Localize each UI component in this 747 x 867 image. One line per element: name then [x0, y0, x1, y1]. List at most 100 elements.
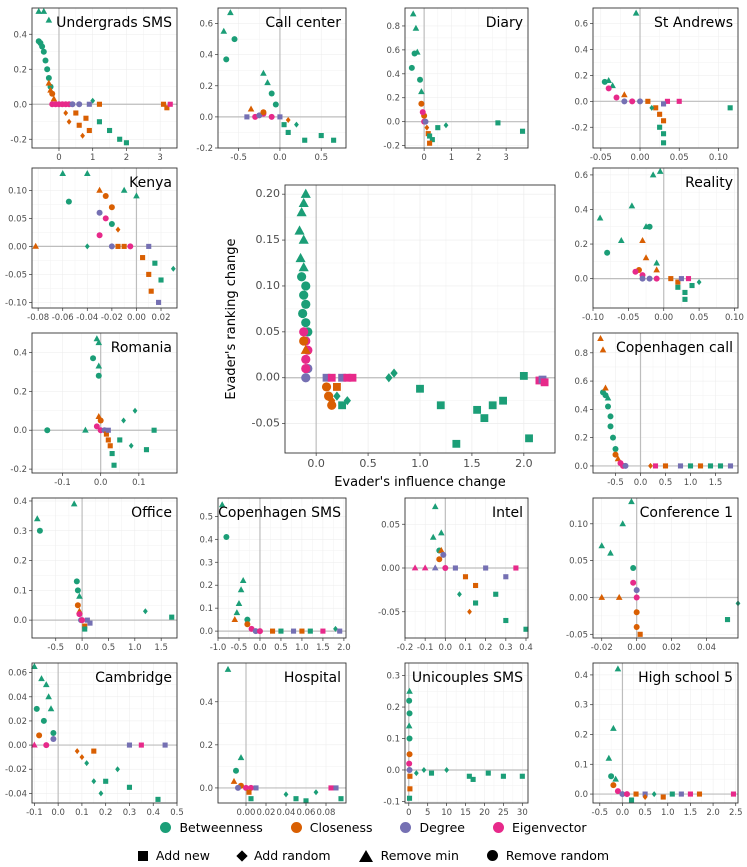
y-tick-label: -0.04	[5, 789, 27, 799]
data-point	[660, 101, 667, 107]
data-point	[36, 527, 43, 534]
data-point	[243, 784, 249, 791]
data-point	[79, 617, 86, 624]
y-tick-label: 0.2	[13, 387, 27, 397]
x-tick-label: 0.5	[170, 808, 184, 818]
data-point	[285, 117, 291, 123]
data-point	[473, 405, 482, 414]
data-point	[285, 129, 291, 135]
data-point	[301, 281, 311, 291]
data-point	[244, 114, 250, 120]
data-point	[427, 133, 433, 139]
panel-border	[217, 497, 347, 639]
x-tick-label: 0.00	[237, 808, 256, 818]
data-point	[333, 383, 341, 391]
y-tick-label: 0.8	[386, 22, 400, 32]
data-point	[639, 236, 646, 243]
data-point	[301, 318, 311, 328]
data-point	[682, 289, 688, 295]
data-point	[44, 427, 51, 434]
x-tick-label: 20	[479, 808, 490, 818]
legend-label-degree: Degree	[419, 820, 465, 835]
data-point	[660, 794, 666, 800]
data-point	[301, 354, 311, 364]
x-tick-label: 0.10	[709, 153, 728, 163]
data-point	[452, 439, 461, 448]
panel-border	[404, 497, 529, 639]
data-point	[614, 455, 622, 462]
square-icon	[137, 850, 148, 861]
data-point	[421, 564, 429, 571]
data-point	[82, 623, 88, 629]
data-point	[408, 64, 415, 71]
x-tick-label: 0.1	[132, 478, 146, 488]
x-tick-label: -0.02	[591, 643, 613, 653]
data-point	[619, 520, 626, 527]
y-tick-label: -0.2	[571, 123, 588, 133]
data-point	[406, 751, 413, 758]
data-point	[32, 242, 39, 249]
data-point	[632, 268, 639, 275]
x-tick-label: -0.5	[607, 478, 624, 488]
panel-kenya: -0.08 -0.06 -0.04 -0.02 0.00 0.02 -0.10 -0.05 0.…	[5, 167, 178, 323]
panel-border	[31, 332, 178, 474]
panel-intel: -0.2 -0.1 0.0 0.1 0.2 0.3 0.4 -0.05 0.00 0.05 Inte…	[378, 497, 533, 653]
data-point	[598, 542, 606, 549]
x-tick-label: 1.5	[684, 808, 698, 818]
legend-label-closeness: Closeness	[309, 820, 373, 835]
y-tick-label: 0.0	[574, 97, 588, 107]
data-point	[599, 346, 607, 353]
data-point	[473, 582, 479, 589]
y-tick-label: -0.05	[378, 608, 400, 618]
data-point	[428, 770, 435, 776]
data-point	[162, 742, 168, 748]
data-point	[612, 775, 619, 782]
panel-office: -0.5 0.0 0.5 1.0 1.5 0.0 0.1 0.2 0.3 0.4 Office	[13, 497, 178, 653]
data-point	[33, 515, 41, 522]
x-tick-label: 0.0	[634, 478, 648, 488]
y-tick-label: 0.4	[199, 535, 213, 545]
y-tick-label: 0.2	[13, 557, 27, 567]
x-tick-label: -1.0	[210, 643, 227, 653]
data-point	[322, 373, 331, 382]
data-point	[96, 232, 103, 239]
panel-title: Copenhagen SMS	[218, 505, 341, 521]
data-point	[87, 620, 93, 626]
data-point	[290, 628, 297, 634]
data-point	[405, 722, 413, 729]
panel-border	[31, 497, 178, 639]
data-point	[237, 754, 245, 761]
legend-label-add-random: Add random	[253, 848, 331, 863]
data-point	[331, 137, 337, 143]
data-point	[300, 344, 311, 354]
x-tick-label: 0.08	[317, 808, 336, 818]
panel-border	[31, 167, 178, 309]
data-point	[628, 202, 636, 209]
data-point	[605, 403, 611, 410]
x-tick-label: 1.0	[295, 643, 309, 653]
y-tick-label: 0.00	[256, 371, 281, 384]
data-point	[123, 140, 129, 146]
data-point	[657, 124, 663, 130]
data-point	[107, 443, 113, 449]
data-point	[146, 271, 152, 277]
data-point	[155, 796, 161, 802]
data-point	[633, 791, 639, 797]
y-tick-label: 0.04	[8, 693, 27, 703]
y-tick-label: 0.00	[381, 564, 400, 574]
data-point	[662, 463, 669, 469]
data-point	[604, 394, 612, 401]
x-tick-label: 5	[425, 808, 430, 818]
panel-diary: 0 1 2 3 -0.2 0.0 0.2 0.4 0.6 0.8 Diary	[383, 7, 529, 163]
data-point	[298, 262, 309, 272]
y-tick-label: 0.10	[569, 520, 588, 530]
data-point	[435, 125, 441, 131]
data-point	[299, 336, 309, 346]
y-tick-label: 0.2	[574, 240, 588, 250]
data-point	[682, 296, 688, 302]
data-point	[385, 373, 393, 383]
data-point	[96, 209, 103, 216]
y-tick-label: 0.8	[574, 349, 588, 359]
y-tick-label: -0.2	[10, 135, 27, 145]
data-point	[83, 170, 91, 176]
